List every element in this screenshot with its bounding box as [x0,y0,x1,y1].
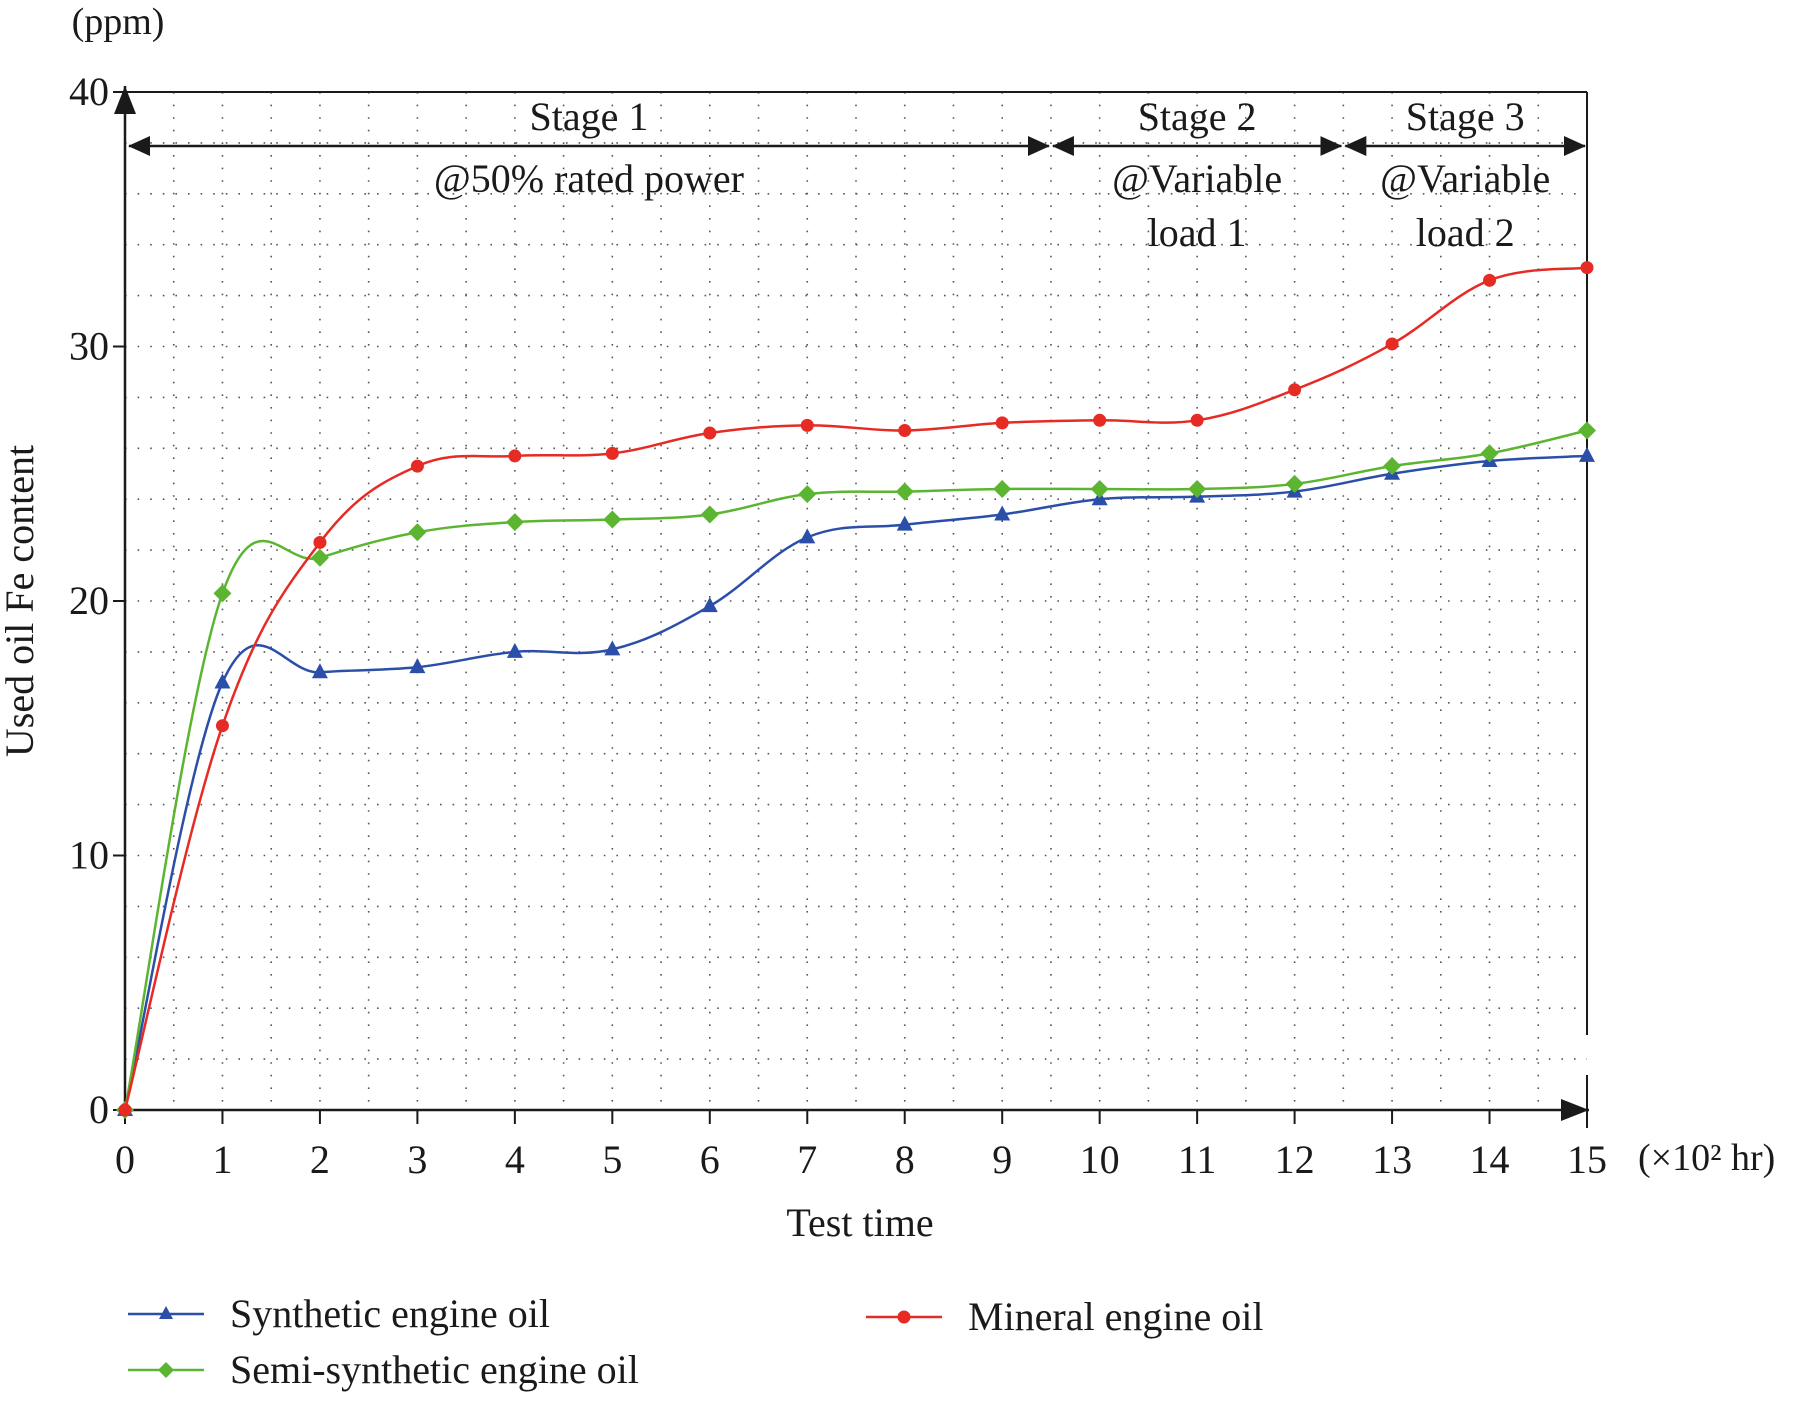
data-point-diamond [798,485,817,504]
data-point-circle [508,449,522,463]
x-tick-label: 10 [1080,1137,1120,1182]
x-tick-label: 13 [1372,1137,1412,1182]
data-point-diamond [1578,421,1596,440]
x-axis-arrowhead [1561,1099,1589,1121]
data-point-circle [1093,413,1107,427]
y-tick-label: 0 [89,1087,109,1132]
series-line [123,266,1588,1111]
data-point-circle [898,423,912,437]
legend-item-mineral: Mineral engine oil [866,1293,1263,1340]
data-point-diamond [1090,480,1109,499]
data-point-diamond [603,510,622,529]
x-axis-title: Test time [786,1200,933,1245]
data-point-diamond [1480,444,1499,463]
grid [125,92,1587,1110]
x-tick-label: 4 [505,1137,525,1182]
data-point-triangle [896,515,913,531]
y-axis-title: Used oil Fe content [0,445,42,757]
x-tick-label: 9 [992,1137,1012,1182]
data-point-diamond [310,548,329,567]
data-point-diamond [213,584,232,603]
data-point-triangle [214,673,231,689]
legend-item-semi-synthetic: Semi-synthetic engine oil [128,1346,639,1393]
data-point-diamond [993,480,1012,499]
data-point-circle [215,719,229,733]
x-unit-label: (×10² hr) [1638,1137,1775,1179]
x-tick-label: 5 [602,1137,622,1182]
series-line [123,454,1588,1111]
data-point-diamond [1188,480,1207,499]
x-tick-label: 2 [310,1137,330,1182]
data-point-circle [703,426,717,440]
x-tick-label: 3 [407,1137,427,1182]
legend-swatch-synthetic [128,1305,204,1319]
data-point-diamond [700,505,719,524]
data-point-circle [995,416,1009,430]
data-point-diamond [408,523,427,542]
x-tick-label: 11 [1178,1137,1217,1182]
stage-condition: @Variable [1380,156,1550,201]
data-point-diamond [895,482,914,501]
stage-condition-line2: load 1 [1148,210,1247,255]
data-point-triangle [604,640,621,656]
legend-swatch-mineral [866,1310,942,1323]
stage-condition-line2: load 2 [1416,210,1515,255]
data-point-triangle [994,505,1011,521]
y-tick-label: 10 [69,833,109,878]
data-point-triangle [701,597,718,613]
data-point-circle [1288,383,1302,397]
stage-condition: @50% rated power [434,156,744,201]
data-point-circle [800,418,814,432]
y-axis-arrowhead [114,86,136,114]
y-tick-label: 30 [69,324,109,369]
stage-annotations: Stage 1 @50% rated power Stage 2 @Variable l… [128,94,1586,255]
series-circle [118,261,1594,1117]
data-point-circle [118,1103,132,1117]
data-point-diamond [505,513,524,532]
x-tick-label: 1 [212,1137,232,1182]
y-tick-label: 20 [69,578,109,623]
x-tick-label: 7 [797,1137,817,1182]
data-point-circle [605,446,619,460]
y-unit-label: (ppm) [72,1,165,43]
data-point-circle [313,535,327,549]
legend-swatch-semi-synthetic [128,1361,204,1378]
x-tick-label: 8 [895,1137,915,1182]
data-point-triangle [799,528,816,544]
data-point-circle [1190,413,1204,427]
series-line [123,429,1588,1111]
data-point-circle [1385,337,1399,351]
legend-label-synthetic: Synthetic engine oil [230,1291,550,1336]
data-point-diamond [1285,474,1304,493]
legend-item-synthetic: Synthetic engine oil [128,1290,550,1337]
stage-title: Stage 3 [1406,94,1525,139]
legend-label-mineral: Mineral engine oil [968,1294,1264,1339]
x-tick-label: 15 [1567,1137,1607,1182]
data-point-circle [1483,273,1497,287]
x-tick-label: 0 [115,1137,135,1182]
x-tick-label: 6 [700,1137,720,1182]
data-point-circle [410,459,424,473]
data-point-triangle [311,663,328,679]
y-tick-label: 40 [69,69,109,114]
stage-title: Stage 2 [1138,94,1257,139]
data-point-diamond [1383,457,1402,476]
data-point-triangle [1579,446,1595,462]
data-point-triangle [506,642,523,658]
x-tick-label: 14 [1470,1137,1510,1182]
data-point-triangle [409,658,426,674]
axis-labels: (ppm) Used oil Fe content Test time (×10… [0,1,1775,1245]
legend-label-semi-synthetic: Semi-synthetic engine oil [230,1347,639,1392]
stage-title: Stage 1 [530,94,649,139]
x-tick-label: 12 [1275,1137,1315,1182]
series-triangle [117,446,1595,1116]
data-point-circle [1580,261,1594,275]
series [116,261,1596,1119]
stage-condition: @Variable [1112,156,1282,201]
